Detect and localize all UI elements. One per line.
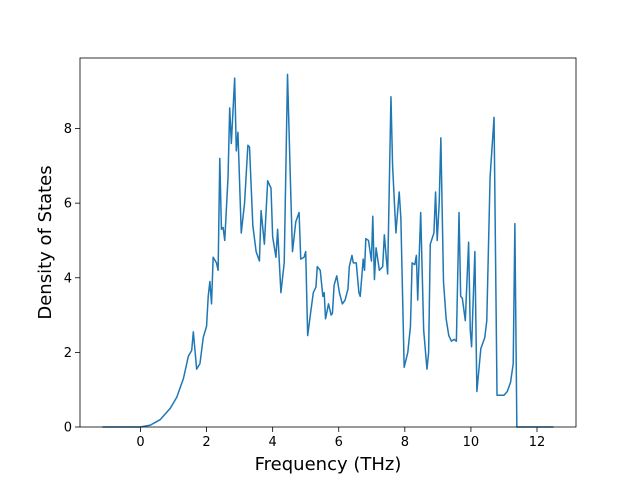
x-tick-label: 4	[269, 435, 277, 450]
y-tick-label: 4	[64, 271, 72, 286]
plot-frame	[79, 57, 577, 428]
x-tick-label: 0	[136, 435, 144, 450]
y-tick-label: 8	[64, 122, 72, 137]
y-axis-label: Density of States	[35, 165, 56, 319]
x-tick-label: 10	[463, 435, 480, 450]
y-tick-label: 6	[64, 197, 72, 212]
line-series	[102, 73, 554, 428]
x-tick-label: 12	[529, 435, 546, 450]
y-tick-label: 0	[64, 421, 72, 436]
x-tick-label: 2	[202, 435, 210, 450]
y-tick-label: 2	[64, 346, 72, 361]
x-tick-label: 6	[335, 435, 343, 450]
x-tick-label: 8	[401, 435, 409, 450]
x-axis-label: Frequency (THz)	[255, 454, 402, 475]
